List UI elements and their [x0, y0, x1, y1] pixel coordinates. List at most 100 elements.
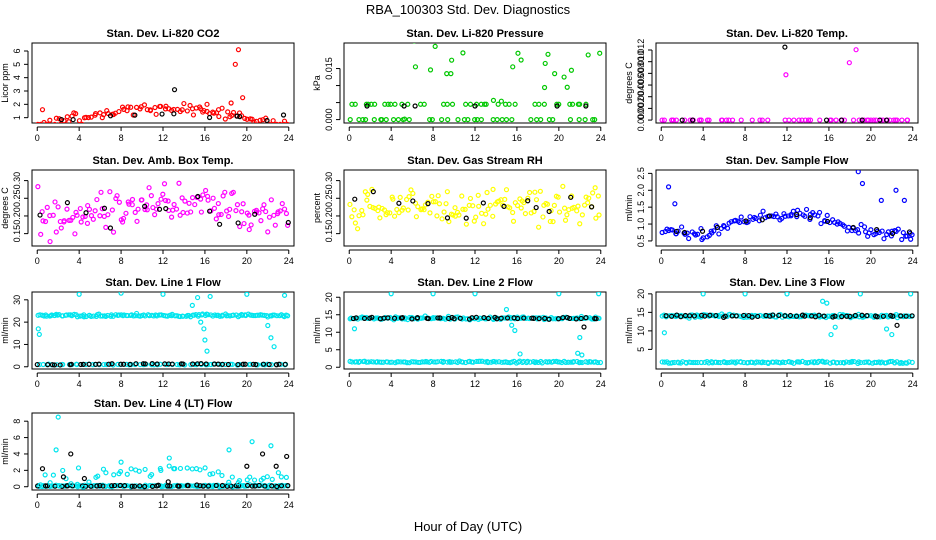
data-point	[841, 117, 848, 123]
y-tick-label: 20	[636, 289, 646, 299]
data-point	[269, 476, 275, 482]
data-point	[130, 313, 137, 319]
y-tick-label: 15	[324, 310, 334, 320]
data-point	[586, 195, 592, 201]
plot-frame	[655, 169, 919, 247]
data-point	[435, 193, 441, 199]
y-tick-label: 10	[12, 339, 22, 349]
data-point-black	[583, 315, 589, 321]
x-tick-label: 12	[470, 256, 480, 266]
data-point	[463, 101, 469, 107]
outlier-point	[698, 117, 704, 123]
data-point	[211, 110, 217, 116]
data-point	[364, 359, 370, 365]
outlier-point	[700, 292, 706, 297]
data-point	[411, 359, 417, 365]
data-point	[86, 206, 93, 212]
data-point	[802, 360, 809, 366]
data-point	[909, 359, 915, 365]
y-tick-label: 6	[12, 48, 22, 53]
data-point-black	[225, 361, 231, 368]
data-point	[719, 117, 725, 123]
data-point-black	[171, 111, 177, 117]
outlier-point	[824, 300, 830, 306]
outlier-point	[784, 292, 790, 297]
data-point	[473, 358, 480, 365]
data-point	[590, 190, 596, 196]
data-point	[387, 359, 393, 365]
data-point	[581, 202, 588, 208]
y-tick-label: 10	[636, 326, 646, 336]
data-point	[544, 201, 551, 207]
y-tick-label: 1.5	[636, 201, 646, 214]
data-point-black	[137, 483, 143, 489]
data-point-black	[207, 208, 213, 214]
y-axis-label: kPa	[312, 75, 322, 91]
data-point	[188, 209, 194, 215]
data-point	[430, 199, 436, 205]
x-tick-label: 20	[242, 133, 252, 143]
data-point	[56, 483, 62, 489]
data-point-black	[593, 316, 599, 322]
data-point	[258, 218, 264, 224]
data-point	[756, 218, 762, 224]
y-axis-label: ml/min	[0, 317, 10, 344]
data-point	[490, 97, 497, 103]
data-point-black	[42, 483, 49, 489]
data-point	[47, 480, 53, 486]
data-point	[900, 230, 906, 236]
data-point	[534, 116, 540, 123]
outlier-point	[432, 43, 438, 50]
data-point	[592, 185, 598, 191]
data-point-black	[527, 18, 531, 22]
data-point	[498, 98, 504, 104]
data-point	[205, 197, 211, 203]
y-tick-label: 0.25	[324, 190, 334, 208]
data-point	[207, 471, 213, 477]
outlier-point	[679, 117, 685, 123]
data-point	[81, 314, 87, 320]
y-tick-label: 1	[12, 115, 22, 120]
x-tick-label: 8	[743, 256, 748, 266]
data-point	[415, 204, 421, 210]
outlier-point	[204, 348, 210, 354]
data-point	[868, 227, 874, 233]
data-point	[66, 119, 72, 123]
data-point-black	[529, 315, 535, 321]
data-point-black	[64, 200, 70, 206]
data-point	[251, 119, 257, 123]
chart-panel: Stan. Dev. Sample Flow 0 4 8 12 16 20 24 0.5 1.0 1…	[624, 155, 919, 266]
data-point	[219, 472, 225, 479]
data-point	[184, 465, 190, 471]
x-tick-label: 24	[596, 379, 606, 389]
data-point	[575, 203, 581, 209]
data-point-black	[776, 312, 782, 319]
data-point	[90, 216, 96, 222]
outlier-point	[828, 331, 834, 338]
data-point-black	[903, 313, 909, 319]
data-point	[809, 359, 815, 365]
data-point	[129, 196, 136, 203]
outlier-point	[249, 439, 255, 445]
data-point-black	[206, 114, 213, 121]
data-point-black	[59, 483, 65, 490]
data-point-black	[409, 316, 415, 322]
x-tick-label: 16	[824, 256, 834, 266]
x-tick-label: 12	[470, 379, 480, 389]
data-point-black	[521, 315, 527, 321]
data-point	[52, 199, 58, 205]
y-tick-label: 5	[636, 347, 646, 352]
data-point	[577, 221, 583, 227]
data-point	[79, 121, 85, 123]
data-point	[850, 117, 857, 123]
data-point	[496, 359, 502, 365]
data-point-black	[234, 113, 240, 119]
data-point	[818, 220, 824, 227]
data-point	[846, 359, 852, 365]
data-point	[229, 474, 235, 480]
outlier-point	[782, 44, 788, 50]
data-point	[278, 474, 284, 480]
data-point	[184, 108, 190, 114]
data-point-black	[252, 211, 258, 217]
x-tick-label: 16	[512, 379, 522, 389]
